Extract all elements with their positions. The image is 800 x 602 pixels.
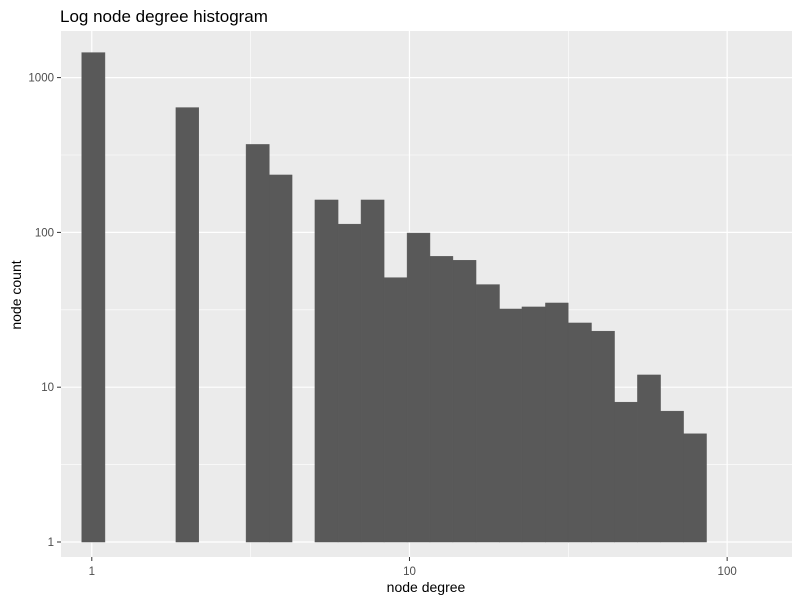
- y-axis: 1 10 100 1000: [28, 73, 61, 549]
- y-tick-label: 10: [41, 382, 54, 394]
- histogram-bar-16: [567, 322, 592, 543]
- y-tick-label: 1: [48, 537, 54, 549]
- histogram-bar-8: [383, 277, 408, 543]
- chart-title: Log node degree histogram: [60, 7, 268, 26]
- histogram-bar-2: [175, 107, 199, 543]
- x-axis: 1 10 100: [89, 557, 737, 578]
- histogram-bar-19: [637, 374, 661, 543]
- histogram-bar-1: [81, 52, 106, 543]
- histogram-bars: [81, 52, 707, 543]
- y-axis-title: node count: [8, 260, 24, 329]
- histogram-bar-3: [245, 144, 270, 543]
- histogram-bar-5: [314, 199, 339, 543]
- histogram-bar-15: [545, 302, 569, 543]
- histogram-bar-4: [269, 174, 293, 543]
- histogram-bar-18: [614, 401, 638, 543]
- y-tick-label: 1000: [28, 73, 54, 85]
- histogram-bar-14: [521, 306, 546, 543]
- x-tick-label: 10: [403, 566, 416, 578]
- histogram-bar-12: [475, 284, 500, 543]
- histogram-bar-20: [660, 410, 684, 543]
- x-tick-label: 1: [89, 566, 95, 578]
- histogram-bar-21: [683, 433, 707, 543]
- histogram-bar-6: [337, 223, 362, 543]
- histogram-bar-13: [499, 308, 523, 543]
- histogram-bar-9: [406, 232, 431, 543]
- x-axis-title: node degree: [387, 579, 466, 595]
- histogram-bar-10: [429, 256, 454, 543]
- histogram-bar-17: [591, 330, 615, 543]
- y-tick-label: 100: [35, 227, 54, 239]
- x-tick-label: 100: [718, 566, 737, 578]
- histogram-bar-7: [360, 199, 385, 543]
- histogram-bar-11: [452, 260, 477, 543]
